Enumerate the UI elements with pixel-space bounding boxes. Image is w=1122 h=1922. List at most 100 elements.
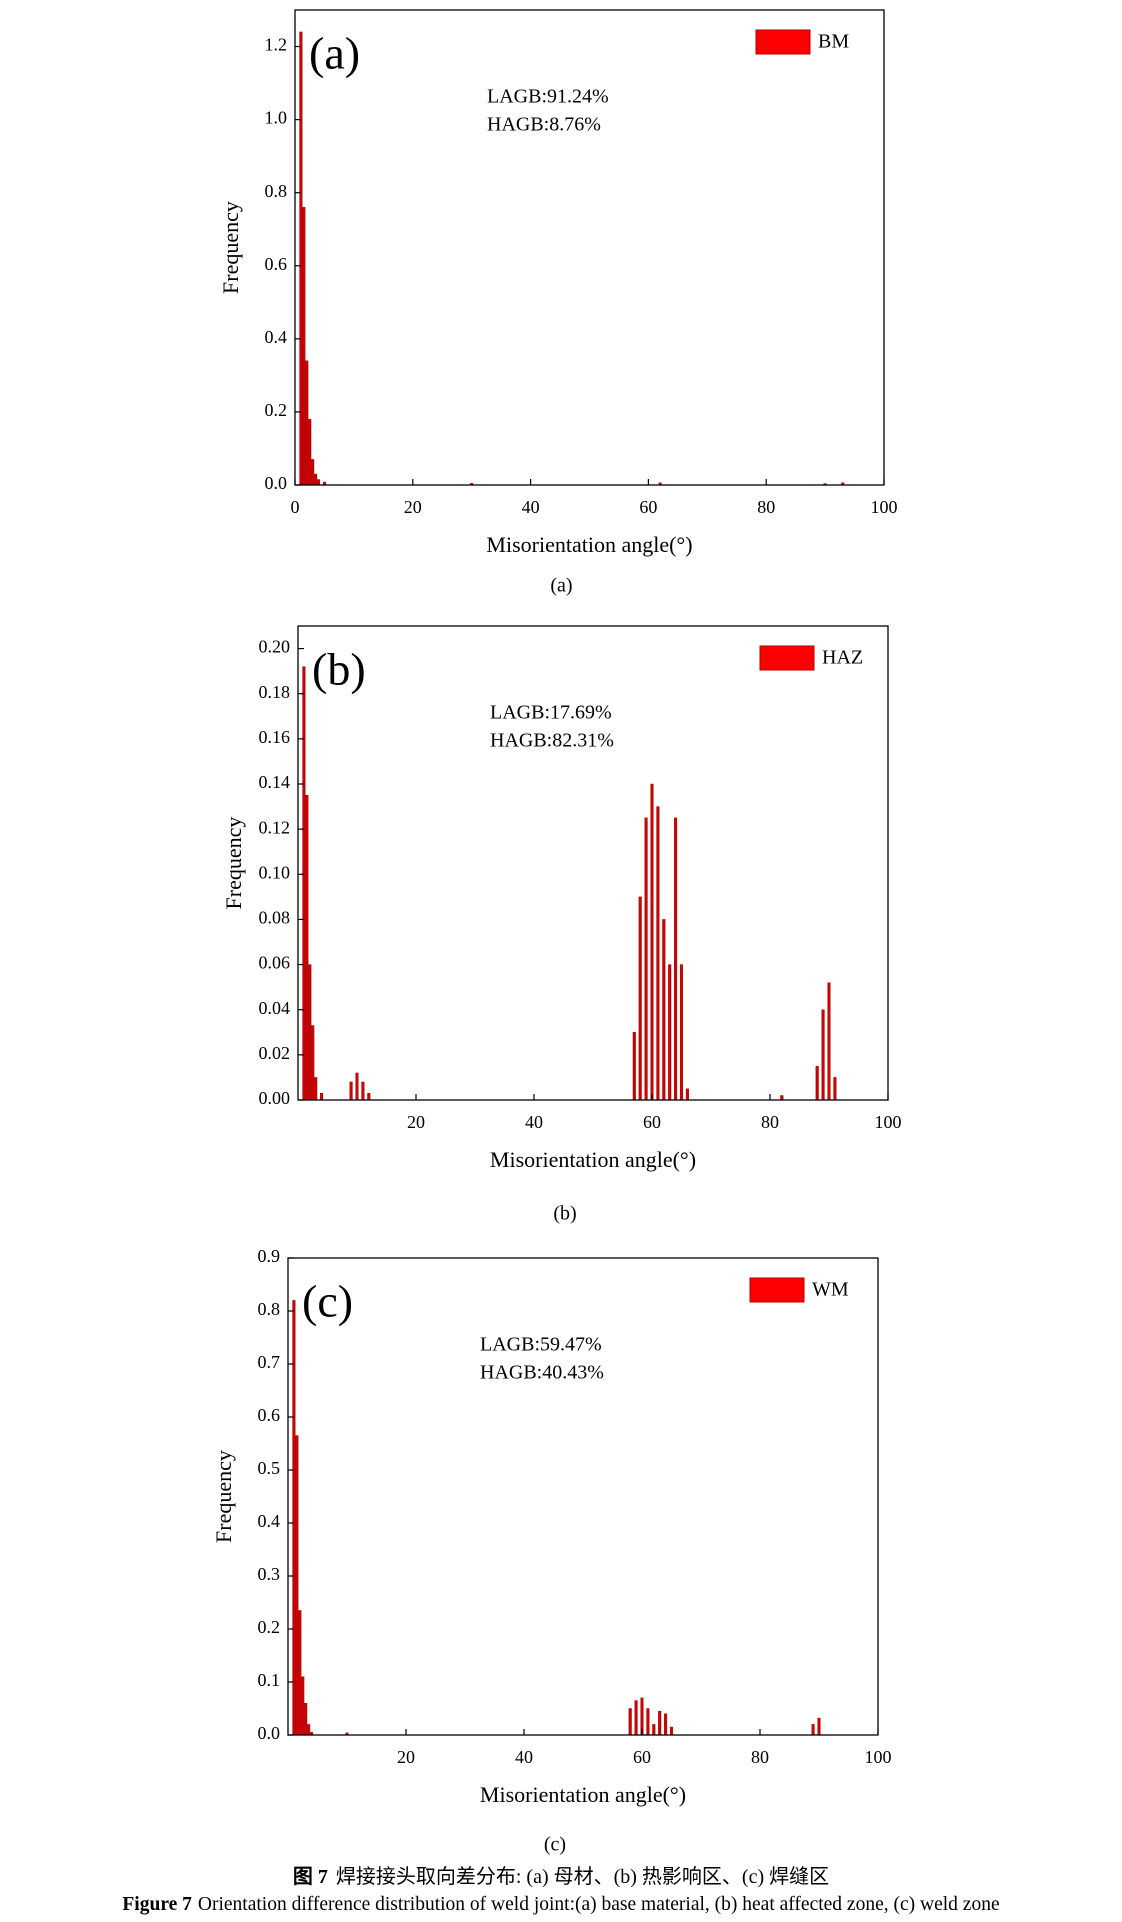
bar	[668, 964, 672, 1101]
x-tick-label: 0	[291, 497, 300, 517]
bar	[827, 982, 831, 1101]
bar	[317, 479, 321, 486]
y-tick-label: 0.0	[258, 1723, 281, 1743]
y-tick-label: 0.04	[259, 998, 291, 1018]
bar	[302, 207, 306, 486]
bar	[817, 1717, 821, 1736]
bar	[632, 1032, 636, 1101]
bar	[349, 1081, 353, 1101]
caption-en-text: Orientation difference distribution of w…	[198, 1894, 1000, 1915]
bar	[644, 817, 648, 1101]
bar	[634, 1700, 638, 1736]
panel-label: (c)	[302, 1276, 353, 1327]
y-tick-label: 0.14	[259, 772, 291, 792]
x-tick-label: 40	[525, 1112, 543, 1132]
bar	[652, 1724, 656, 1736]
annotation: LAGB:17.69%	[490, 702, 612, 724]
y-tick-label: 0.6	[265, 254, 288, 274]
caption-en-label: Figure 7	[122, 1894, 192, 1915]
y-tick-label: 0.2	[265, 400, 288, 420]
bar	[646, 1708, 650, 1736]
bar	[638, 896, 642, 1101]
bar	[656, 806, 660, 1101]
bar	[811, 1724, 815, 1736]
bar	[833, 1077, 837, 1101]
panel-label: (a)	[309, 28, 360, 79]
annotation: LAGB:59.47%	[480, 1334, 602, 1356]
bar	[685, 1088, 689, 1101]
plot-frame	[287, 1257, 879, 1736]
caption-cn-label: 图 7	[293, 1865, 328, 1888]
x-tick-label: 100	[865, 1747, 892, 1767]
y-tick-label: 0.2	[258, 1617, 281, 1637]
y-tick-label: 0.4	[265, 327, 288, 347]
x-tick-label: 40	[522, 497, 540, 517]
annotation: HAGB:40.43%	[480, 1362, 604, 1384]
bar	[302, 666, 306, 1101]
y-tick-label: 0.8	[265, 181, 288, 201]
x-axis-title: Misorientation angle(°)	[486, 532, 692, 557]
bar	[821, 1009, 825, 1101]
y-tick-label: 0.0	[265, 473, 288, 493]
legend-label: BM	[818, 31, 849, 53]
subfigure-caption: (a)	[550, 575, 572, 597]
plot-frame	[294, 9, 885, 486]
annotation: HAGB:82.31%	[490, 730, 614, 752]
y-tick-label: 0.10	[259, 862, 291, 882]
bar	[298, 1610, 302, 1736]
y-tick-label: 0.02	[259, 1043, 291, 1063]
subfigure-caption: (b)	[553, 1203, 576, 1225]
bar	[662, 919, 666, 1101]
y-tick-label: 0.12	[259, 817, 291, 837]
bar	[299, 31, 303, 486]
y-axis-title: Frequency	[211, 1450, 236, 1543]
caption-cn: 图 7 焊接接头取向差分布: (a) 母材、(b) 热影响区、(c) 焊缝区	[293, 1865, 829, 1888]
bar	[295, 1435, 299, 1736]
subfigure-caption: (c)	[544, 1834, 566, 1856]
y-tick-label: 0.20	[259, 637, 291, 657]
bar	[650, 783, 654, 1101]
y-axis-title: Frequency	[221, 817, 246, 910]
bar	[815, 1065, 819, 1101]
bar	[669, 1726, 674, 1736]
bar	[780, 1095, 784, 1101]
x-tick-label: 60	[633, 1747, 651, 1767]
bar	[311, 1025, 315, 1101]
y-tick-label: 1.2	[265, 35, 288, 55]
bar	[367, 1093, 371, 1101]
y-tick-label: 0.7	[258, 1352, 281, 1372]
bar	[308, 964, 312, 1101]
bar	[320, 1093, 324, 1101]
bar	[361, 1081, 365, 1101]
x-tick-label: 20	[397, 1747, 415, 1767]
x-tick-label: 20	[404, 497, 422, 517]
y-tick-label: 0.16	[259, 727, 291, 747]
bar	[307, 1724, 311, 1736]
bar	[628, 1708, 632, 1736]
panel-label: (b)	[312, 644, 366, 695]
bar	[314, 1077, 318, 1101]
y-tick-label: 0.4	[258, 1511, 281, 1531]
y-tick-label: 0.5	[258, 1458, 281, 1478]
x-axis-title: Misorientation angle(°)	[490, 1147, 696, 1172]
annotation: HAGB:8.76%	[487, 114, 601, 136]
bar	[292, 1300, 296, 1736]
legend-swatch	[759, 645, 815, 671]
bar	[311, 459, 315, 486]
bar	[304, 1702, 308, 1736]
x-tick-label: 80	[761, 1112, 779, 1132]
y-tick-label: 0.18	[259, 682, 291, 702]
bar	[308, 419, 312, 486]
caption-cn-text: 焊接接头取向差分布: (a) 母材、(b) 热影响区、(c) 焊缝区	[336, 1865, 829, 1888]
x-tick-label: 60	[643, 1112, 661, 1132]
y-tick-label: 0.6	[258, 1405, 281, 1425]
x-axis-title: Misorientation angle(°)	[480, 1782, 686, 1807]
legend-swatch	[755, 29, 811, 55]
legend-label: WM	[812, 1279, 849, 1301]
bar	[305, 360, 309, 486]
bar	[301, 1676, 305, 1736]
bar	[674, 817, 678, 1101]
bar	[314, 473, 318, 486]
